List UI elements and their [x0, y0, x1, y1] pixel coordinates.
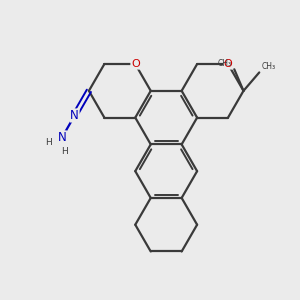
Text: O: O — [224, 59, 233, 69]
Text: H: H — [61, 147, 68, 156]
Text: CH₃: CH₃ — [262, 62, 276, 71]
Text: CH₃: CH₃ — [218, 58, 232, 68]
Text: O: O — [131, 59, 140, 69]
Text: H: H — [45, 138, 52, 147]
Text: N: N — [58, 131, 66, 144]
Text: N: N — [70, 109, 79, 122]
